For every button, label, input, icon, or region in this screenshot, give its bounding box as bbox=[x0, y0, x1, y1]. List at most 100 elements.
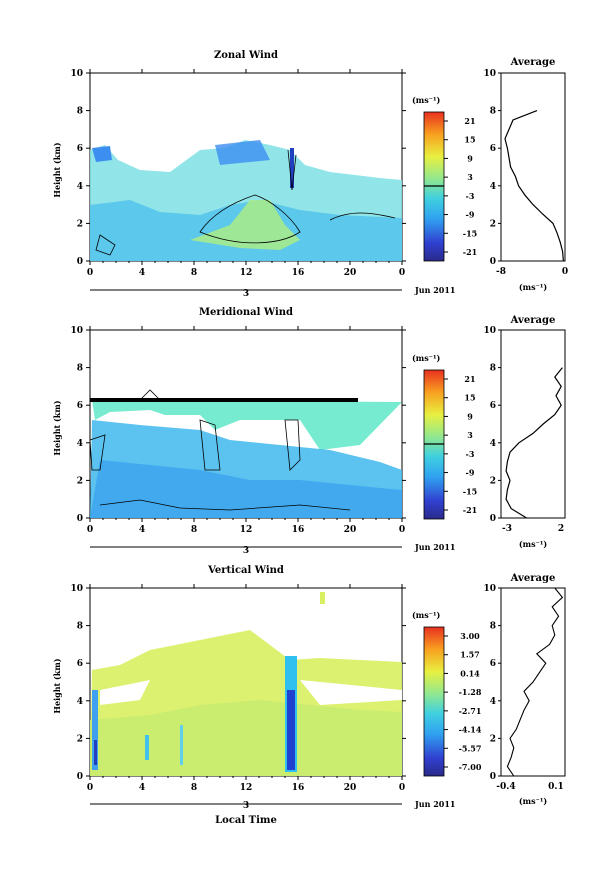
average-y-tick-label: 2 bbox=[490, 734, 496, 744]
x-axis: 0 4 8 12 16 20 0 bbox=[87, 584, 405, 793]
y-tick-label: 10 bbox=[70, 584, 83, 594]
date-label: Jun 2011 bbox=[414, 799, 455, 809]
colorbar-tick-label: -9 bbox=[466, 468, 475, 478]
panel-meridional: Meridional Wind 0 2 4 6 8 10 Height (km) 0 4 8 1… bbox=[52, 307, 566, 556]
average-y-tick-label: 4 bbox=[490, 697, 496, 707]
colorbar-tick-label: 21 bbox=[464, 116, 475, 126]
average-frame bbox=[500, 587, 566, 777]
average-xtick: 0 bbox=[562, 267, 568, 277]
colorbar-tick-label: 21 bbox=[464, 374, 475, 384]
average-y-axis: 0 2 4 6 8 10 bbox=[483, 69, 501, 267]
x-tick-label: 16 bbox=[292, 783, 305, 793]
average-xtick: -8 bbox=[496, 267, 506, 277]
y-tick-label: 10 bbox=[70, 326, 83, 336]
colorbar-tick-label: -7.00 bbox=[459, 762, 482, 772]
colorbar-tick-label: 1.57 bbox=[460, 650, 479, 660]
x-tick-label: 20 bbox=[344, 525, 357, 535]
x-tick-label: 0 bbox=[87, 525, 93, 535]
y-tick-label: 6 bbox=[77, 401, 83, 411]
panel-title: Meridional Wind bbox=[199, 307, 293, 318]
x-tick-label: 20 bbox=[344, 268, 357, 278]
colorbar-tick-label: -15 bbox=[463, 228, 477, 238]
y-tick-label: 2 bbox=[77, 476, 83, 486]
x-tick-label: 8 bbox=[191, 525, 197, 535]
colorbar-ticks: 3.00 1.57 0.14 -1.28 -2.71 -4.14 -5.57 -7.00 bbox=[444, 631, 482, 772]
x-tick-label: 20 bbox=[344, 783, 357, 793]
colorbar-tick-label: -1.28 bbox=[459, 687, 482, 697]
average-xtick: -3 bbox=[502, 524, 512, 534]
average-unit: (ms⁻¹) bbox=[519, 282, 547, 292]
y-tick-label: 4 bbox=[77, 439, 83, 449]
y-axis: 0 2 4 6 8 10 bbox=[70, 584, 406, 782]
x-tick-label: 16 bbox=[292, 525, 305, 535]
y-axis-label: Height (km) bbox=[52, 142, 62, 197]
y-tick-label: 6 bbox=[77, 144, 83, 154]
average-profile-line bbox=[505, 367, 563, 519]
y-tick-label: 2 bbox=[77, 219, 83, 229]
date-label: Jun 2011 bbox=[414, 542, 455, 552]
colorbar-tick-label: -21 bbox=[463, 505, 477, 515]
colorbar-tick-label: 9 bbox=[467, 153, 473, 163]
x-tick-label: 0 bbox=[399, 268, 405, 278]
colorbar-tick-label: -9 bbox=[466, 210, 475, 220]
day-label: 3 bbox=[243, 546, 249, 556]
y-tick-label: 0 bbox=[77, 514, 83, 524]
x-tick-label: 4 bbox=[139, 783, 145, 793]
colorbar-unit: (ms⁻¹) bbox=[412, 610, 440, 620]
average-y-tick-label: 0 bbox=[490, 257, 496, 267]
colorbar-tick-label: 3 bbox=[467, 430, 473, 440]
average-y-tick-label: 8 bbox=[490, 107, 496, 117]
y-tick-label: 2 bbox=[77, 734, 83, 744]
colorbar-unit: (ms⁻¹) bbox=[412, 95, 440, 105]
x-tick-label: 16 bbox=[292, 268, 305, 278]
average-y-tick-label: 2 bbox=[490, 476, 496, 486]
average-xtick: 2 bbox=[558, 524, 564, 534]
x-tick-label: 12 bbox=[240, 268, 253, 278]
y-tick-label: 0 bbox=[77, 772, 83, 782]
average-y-tick-label: 4 bbox=[490, 439, 496, 449]
average-y-tick-label: 10 bbox=[483, 326, 496, 336]
panel-title: Vertical Wind bbox=[207, 565, 284, 576]
y-tick-label: 10 bbox=[70, 69, 83, 79]
y-tick-label: 8 bbox=[77, 364, 83, 374]
colorbar-tick-label: -4.14 bbox=[459, 725, 482, 735]
x-axis: 0 4 8 12 16 20 0 bbox=[87, 326, 405, 535]
y-axis-label: Height (km) bbox=[52, 658, 62, 713]
y-tick-label: 4 bbox=[77, 697, 83, 707]
y-axis: 0 2 4 6 8 10 bbox=[70, 69, 406, 267]
top-boundary-line bbox=[90, 398, 358, 402]
date-label: Jun 2011 bbox=[414, 285, 455, 295]
y-tick-label: 8 bbox=[77, 107, 83, 117]
y-axis-label: Height (km) bbox=[52, 400, 62, 455]
x-tick-label: 8 bbox=[191, 783, 197, 793]
wind-field bbox=[90, 592, 402, 776]
average-unit: (ms⁻¹) bbox=[519, 796, 547, 806]
colorbar-tick-label: -15 bbox=[463, 486, 477, 496]
average-y-tick-label: 8 bbox=[490, 364, 496, 374]
x-tick-label: 12 bbox=[240, 525, 253, 535]
colorbar-tick-label: -2.71 bbox=[459, 706, 482, 716]
x-tick-label: 4 bbox=[139, 268, 145, 278]
x-tick-label: 8 bbox=[191, 268, 197, 278]
average-y-tick-label: 6 bbox=[490, 659, 496, 669]
average-y-tick-label: 6 bbox=[490, 401, 496, 411]
average-y-tick-label: 10 bbox=[483, 69, 496, 79]
average-y-axis: 0 2 4 6 8 10 bbox=[483, 584, 501, 782]
colorbar-tick-label: 15 bbox=[464, 135, 475, 145]
panel-vertical: Vertical Wind 0 2 4 6 8 10 Height (km) 0 4 8 12 1… bbox=[52, 565, 566, 826]
colorbar-tick-label: -5.57 bbox=[459, 743, 482, 753]
average-y-tick-label: 0 bbox=[490, 772, 496, 782]
average-xtick: -0.4 bbox=[496, 782, 515, 792]
x-tick-label: 0 bbox=[87, 783, 93, 793]
average-frame bbox=[500, 72, 566, 262]
average-title: Average bbox=[510, 315, 556, 326]
average-y-tick-label: 8 bbox=[490, 622, 496, 632]
average-title: Average bbox=[510, 573, 556, 584]
x-tick-label: 4 bbox=[139, 525, 145, 535]
y-tick-label: 0 bbox=[77, 257, 83, 267]
average-y-tick-label: 2 bbox=[490, 219, 496, 229]
x-tick-label: 0 bbox=[399, 783, 405, 793]
colorbar-ticks: 21 15 9 3 -3 -9 -15 -21 bbox=[444, 116, 477, 257]
